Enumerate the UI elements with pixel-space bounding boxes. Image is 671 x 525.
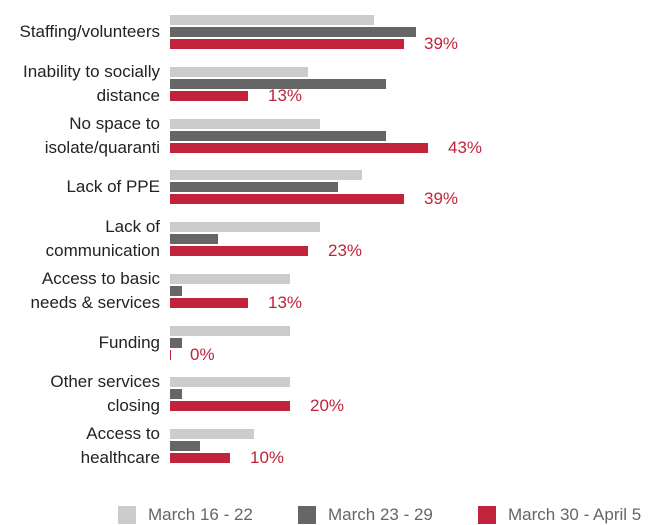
category-label: Access to basic needs & services <box>30 268 160 312</box>
bar <box>170 273 290 284</box>
category-label: Other services closing <box>50 372 160 416</box>
bar <box>170 377 290 388</box>
value-label: 0% <box>190 344 215 364</box>
bar <box>170 78 386 89</box>
bar <box>170 325 290 336</box>
value-label: 39% <box>424 189 459 209</box>
category-label: Lack of communication <box>45 217 160 260</box>
bar <box>170 285 182 296</box>
legend-swatch <box>298 506 316 524</box>
bar <box>170 401 290 412</box>
category-label: Lack of PPE <box>66 177 160 197</box>
bar <box>170 170 362 181</box>
bar <box>170 118 320 129</box>
legend-swatch <box>118 506 136 524</box>
bar <box>170 222 320 232</box>
bar <box>170 297 248 308</box>
bar <box>170 349 171 360</box>
value-label: 20% <box>310 396 345 416</box>
value-label: 13% <box>268 85 303 105</box>
bar <box>170 39 404 49</box>
category-label: Funding <box>98 332 160 352</box>
legend-swatch <box>478 506 496 524</box>
value-label: 23% <box>328 241 363 260</box>
legend-label: March 16 - 22 <box>148 505 253 524</box>
value-label: 13% <box>268 292 303 312</box>
bar <box>170 90 248 101</box>
category-label: Staffing/volunteers <box>19 22 161 41</box>
bar <box>170 429 254 439</box>
bar <box>170 194 404 205</box>
category-label: Access to healthcare <box>80 424 160 467</box>
value-label: 43% <box>448 137 483 157</box>
bar <box>170 27 416 37</box>
bar <box>170 130 386 141</box>
bar <box>170 389 182 400</box>
category-label: Inability to socially distance <box>22 61 160 105</box>
legend-label: March 30 - April 5 <box>508 505 642 524</box>
category-label: No space to isolate/quaranti <box>44 113 160 157</box>
bar <box>170 337 182 348</box>
bar <box>170 15 374 25</box>
bar <box>170 234 218 244</box>
bar <box>170 453 230 463</box>
bar <box>170 142 428 153</box>
legend-label: March 23 - 29 <box>328 505 433 524</box>
value-label: 39% <box>424 34 459 53</box>
bar <box>170 441 200 451</box>
bar <box>170 66 308 77</box>
bar <box>170 246 308 256</box>
bar <box>170 182 338 193</box>
value-label: 10% <box>250 448 285 467</box>
